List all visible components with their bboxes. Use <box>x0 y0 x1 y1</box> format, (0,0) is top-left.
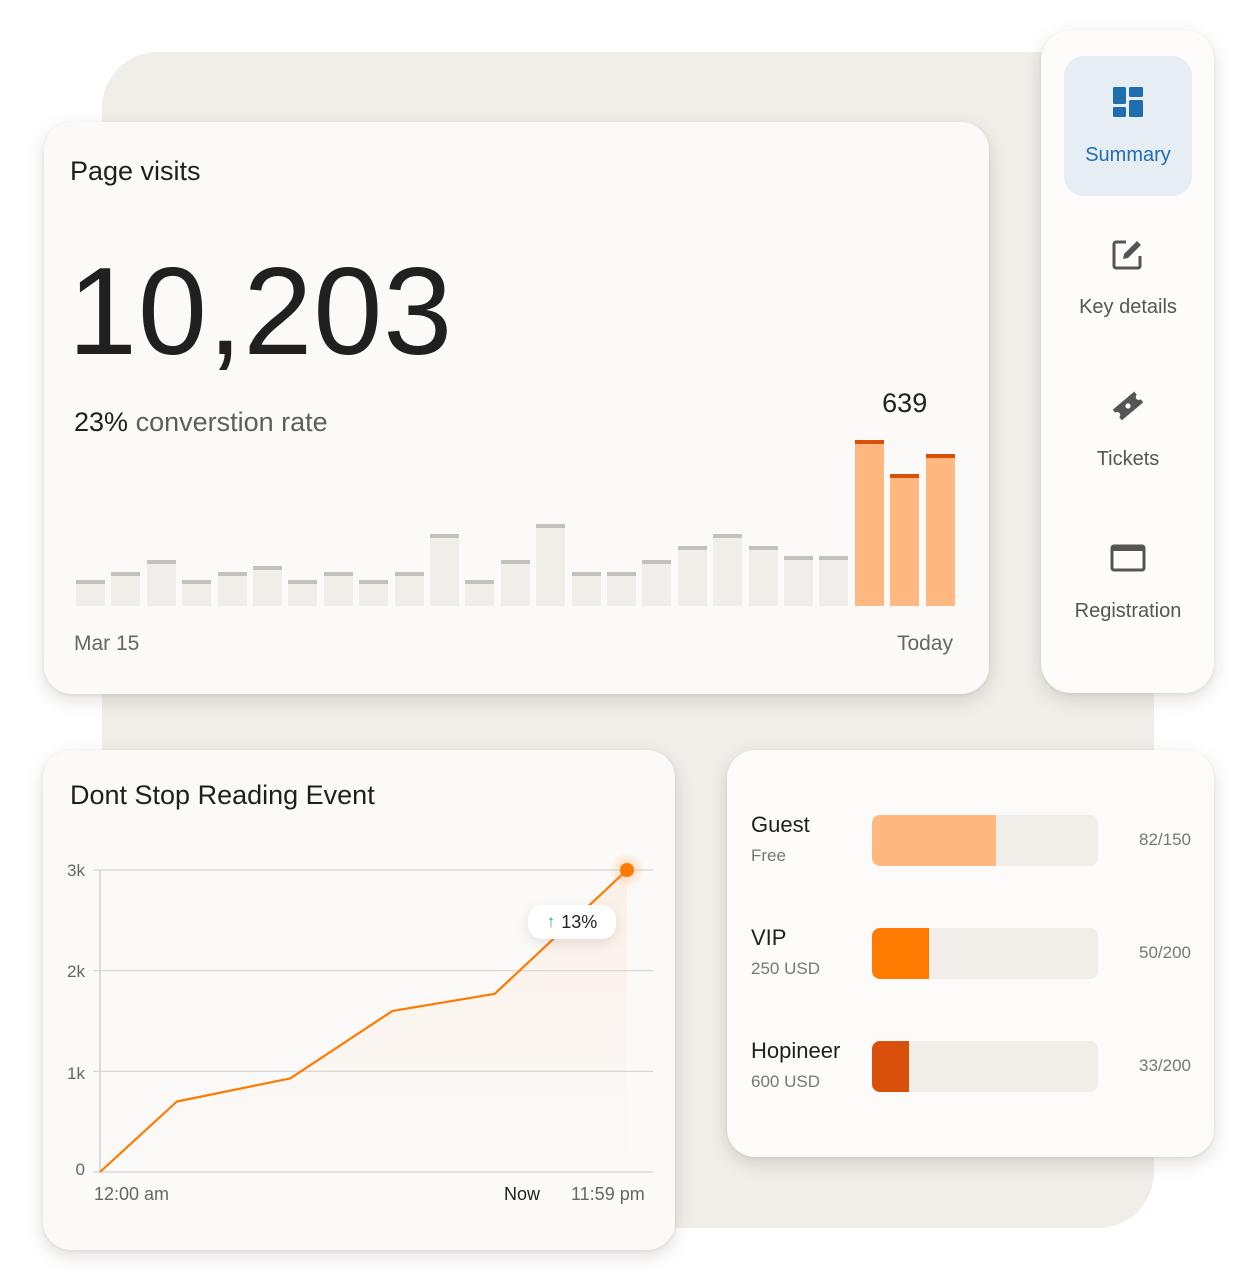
sidebar-item-summary[interactable]: Summary <box>1064 56 1192 196</box>
bar <box>217 572 247 606</box>
sidebar-item-label: Registration <box>1074 600 1182 622</box>
conversion-rate: 23% converstion rate <box>74 407 328 438</box>
bar <box>288 580 318 606</box>
conversion-label: converstion rate <box>135 407 328 437</box>
bar <box>182 580 212 606</box>
sidebar-item-registration[interactable]: Registration <box>1064 512 1192 652</box>
edit-icon <box>1110 236 1146 272</box>
ticket-progress-fill <box>872 815 996 866</box>
bar <box>677 546 707 606</box>
x-tick-start: 12:00 am <box>94 1184 170 1204</box>
ticket-row-vip[interactable]: VIP 250 USD 50/200 <box>751 925 1191 985</box>
bar <box>76 580 105 606</box>
sidebar-item-label: Tickets <box>1096 448 1160 470</box>
bar-highlighted <box>925 454 955 606</box>
sidebar-item-key-details[interactable]: Key details <box>1064 208 1192 348</box>
ticket-progress-track <box>872 928 1098 979</box>
ticket-row-hopineer[interactable]: Hopineer 600 USD 33/200 <box>751 1038 1191 1098</box>
ticket-progress-track <box>872 815 1098 866</box>
bar <box>146 560 176 606</box>
bar-highlighted <box>890 474 920 606</box>
ticket-count: 82/150 <box>1139 830 1191 849</box>
y-tick-2k: 2k <box>67 962 85 981</box>
ticket-progress-fill <box>872 928 929 979</box>
y-tick-3k: 3k <box>67 861 85 880</box>
x-axis-end-label: Today <box>896 632 953 655</box>
sidebar-item-tickets[interactable]: Tickets <box>1064 360 1192 500</box>
bar <box>819 556 849 606</box>
dashboard-icon <box>1110 84 1146 120</box>
growth-badge: ↑ 13% <box>528 905 616 939</box>
growth-value: 13% <box>561 911 598 932</box>
bar <box>253 566 282 606</box>
x-tick-now: Now <box>504 1184 541 1204</box>
bar <box>536 524 566 606</box>
bar <box>748 546 778 606</box>
arrow-up-icon: ↑ <box>546 912 556 931</box>
card-title: Dont Stop Reading Event <box>70 780 375 810</box>
ticket-name: Hopineer <box>751 1038 841 1063</box>
ticket-sales-card: Guest Free 82/150 VIP 250 USD 50/200 Hop… <box>727 750 1214 1157</box>
x-tick-end: 11:59 pm <box>571 1184 645 1204</box>
sidebar-nav: Summary Key details Tickets Registration <box>1041 30 1214 693</box>
bar <box>465 580 495 606</box>
ticket-name: Guest <box>751 812 810 837</box>
y-tick-1k: 1k <box>67 1064 85 1083</box>
card-title: Page visits <box>70 156 201 186</box>
line-chart <box>93 852 653 1173</box>
bar <box>713 534 743 606</box>
sidebar-item-label: Summary <box>1085 144 1171 166</box>
bar <box>571 572 601 606</box>
ticket-price: Free <box>751 846 786 865</box>
bar <box>323 572 353 606</box>
bar <box>642 560 672 606</box>
total-visits: 10,203 <box>68 243 454 381</box>
bar <box>359 580 389 606</box>
ticket-name: VIP <box>751 925 787 950</box>
conversion-pct: 23% <box>74 407 129 437</box>
bar <box>394 572 424 606</box>
sidebar-item-label: Key details <box>1079 296 1177 318</box>
bar <box>500 560 530 606</box>
visits-bar-chart <box>76 372 955 606</box>
page-visits-card: Page visits 10,203 23% converstion rate … <box>44 122 989 694</box>
ticket-price: 250 USD <box>751 959 820 978</box>
ticket-progress-track <box>872 1041 1098 1092</box>
bar <box>111 572 141 606</box>
ticket-price: 600 USD <box>751 1072 820 1091</box>
x-axis-start-label: Mar 15 <box>74 632 140 655</box>
window-icon <box>1110 540 1146 576</box>
ticket-row-guest[interactable]: Guest Free 82/150 <box>751 812 1191 872</box>
event-chart-card: Dont Stop Reading Event 3k 2k 1k 0 12:00… <box>43 750 675 1250</box>
bar <box>430 534 459 606</box>
ticket-icon <box>1110 388 1146 424</box>
bar-highlighted <box>854 440 884 606</box>
ticket-count: 33/200 <box>1139 1056 1191 1075</box>
bar <box>607 572 636 606</box>
bar <box>784 556 813 606</box>
y-tick-0: 0 <box>75 1160 85 1179</box>
ticket-progress-fill <box>872 1041 910 1092</box>
peak-value-label: 639 <box>882 388 928 418</box>
ticket-count: 50/200 <box>1139 943 1191 962</box>
